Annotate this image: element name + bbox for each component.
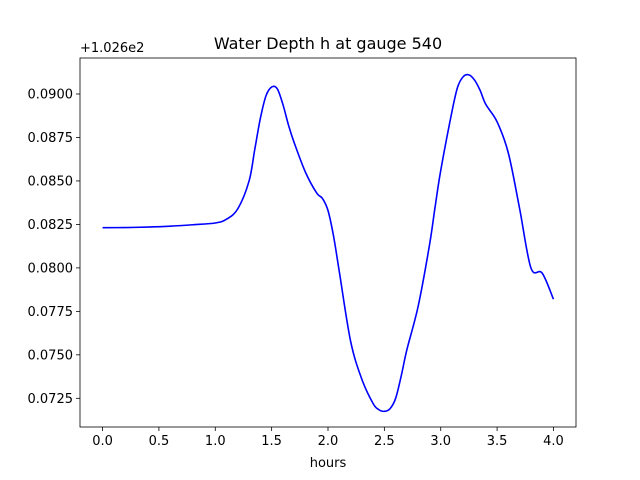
x-tick-label: 3.5 <box>487 434 508 449</box>
y-tick-label: 0.0750 <box>28 348 74 363</box>
x-tick-label: 3.0 <box>430 434 451 449</box>
x-tick-label: 0.5 <box>149 434 170 449</box>
x-tick-label: 1.0 <box>205 434 226 449</box>
x-axis-label: hours <box>310 456 347 471</box>
x-tick-label: 2.0 <box>318 434 339 449</box>
y-offset-text: +1.026e2 <box>80 41 144 56</box>
x-tick-label: 1.5 <box>261 434 282 449</box>
plot-area <box>80 58 576 427</box>
x-tick-label: 4.0 <box>543 434 564 449</box>
y-tick-label: 0.0875 <box>28 131 74 146</box>
y-tick-label: 0.0725 <box>28 392 74 407</box>
axes-frame <box>79 57 577 428</box>
chart-title: Water Depth h at gauge 540 <box>214 34 442 53</box>
y-tick-label: 0.0900 <box>28 87 74 102</box>
y-axis: 0.0725 0.0750 0.0775 0.0800 0.0825 0.0850 0.08… <box>28 87 80 407</box>
y-tick-label: 0.0775 <box>28 305 74 320</box>
series-line <box>102 73 555 413</box>
x-axis: 0.0 0.5 1.0 1.5 2.0 2.5 3.0 3.5 4.0 <box>92 427 564 449</box>
y-tick-label: 0.0850 <box>28 174 74 189</box>
y-tick-label: 0.0800 <box>28 261 74 276</box>
y-tick-label: 0.0825 <box>28 218 74 233</box>
x-tick-label: 0.0 <box>92 434 113 449</box>
x-tick-label: 2.5 <box>374 434 395 449</box>
